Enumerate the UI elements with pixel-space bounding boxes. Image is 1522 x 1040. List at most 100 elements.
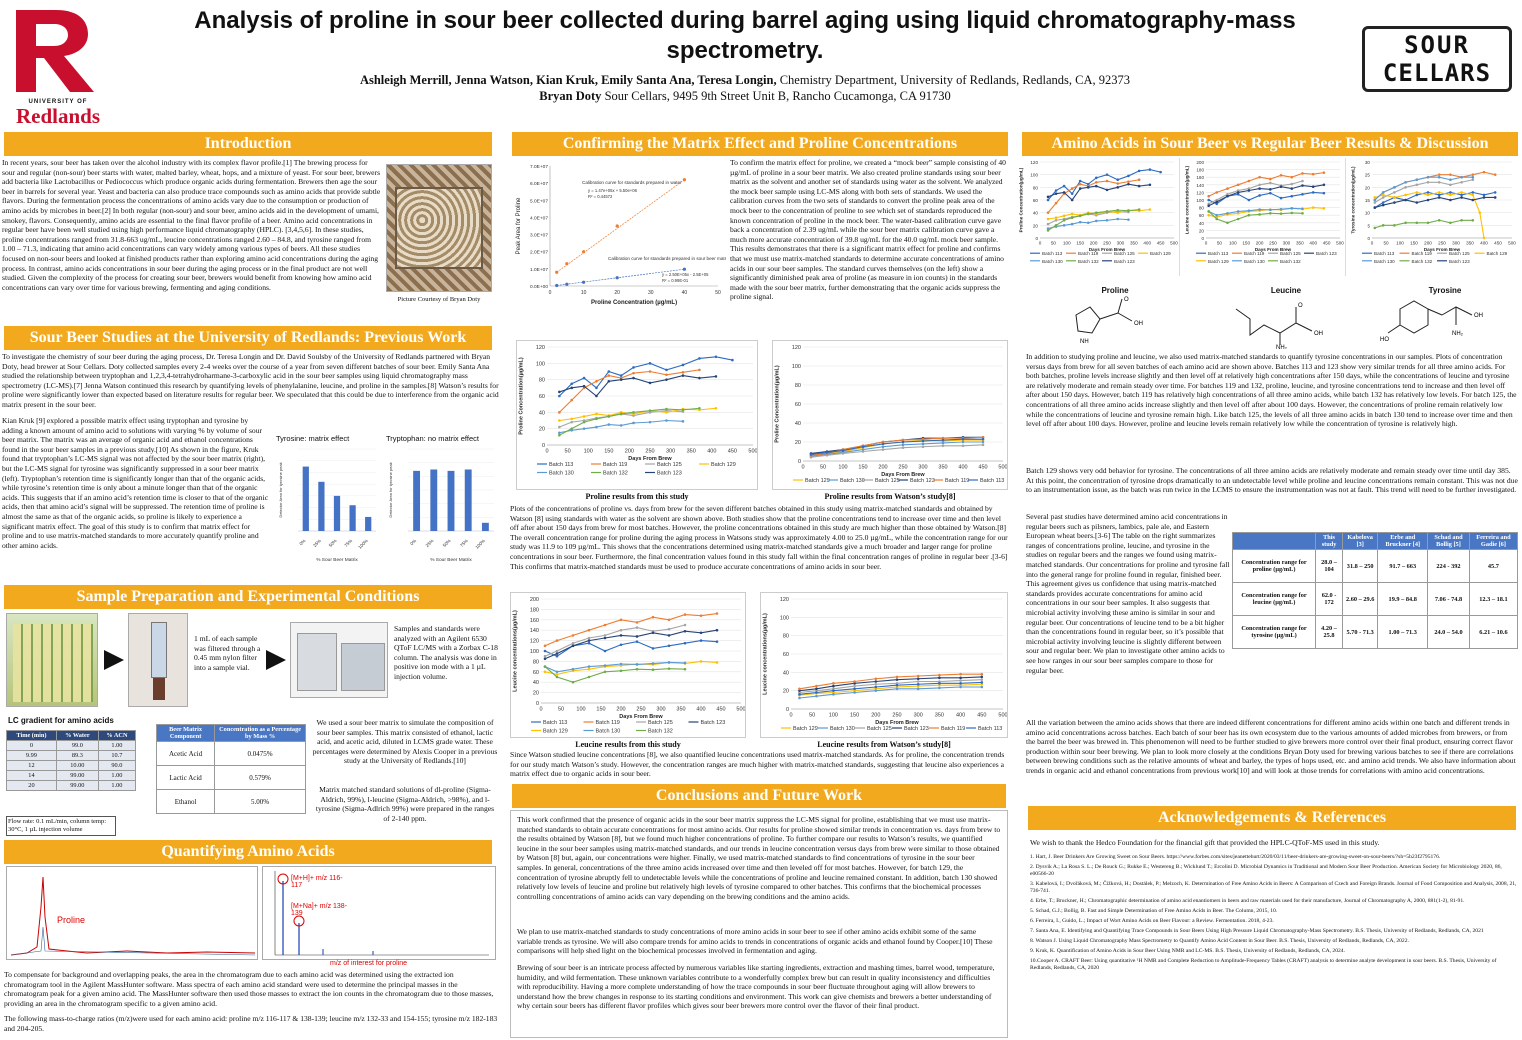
data-point	[1381, 196, 1385, 199]
data-point	[603, 649, 607, 653]
data-point	[938, 686, 941, 690]
reference-item: 4. Erbe, T.; Bruckner, H.; Chromatograph…	[1030, 898, 1465, 904]
data-point	[1046, 211, 1050, 214]
legend-label: Batch 129	[805, 478, 830, 484]
x-tick-label: 400	[1143, 241, 1151, 246]
data-point	[1116, 217, 1120, 221]
data-point	[667, 661, 671, 664]
data-point	[1437, 180, 1441, 184]
y-tick-label: 120	[1030, 160, 1038, 165]
data-point	[682, 178, 686, 182]
data-point	[1460, 196, 1463, 199]
data-point	[861, 445, 865, 449]
data-point	[1137, 169, 1141, 173]
data-point	[1258, 194, 1261, 197]
table-row: 20 99.00 1.00	[6, 780, 137, 791]
calibration-svg: 7.0E+07 6.0E+07 5.0E+07 4.0E+07 3.0E+07 2.0E+…	[516, 164, 730, 306]
data-point	[698, 368, 701, 372]
table-cell: 20	[6, 780, 57, 791]
x-tick-label: 30	[648, 290, 654, 296]
author-names: Ashleigh Merrill, Jenna Watson, Kian Kru…	[359, 73, 777, 87]
data-point	[570, 420, 574, 424]
data-point	[555, 652, 559, 655]
data-point	[881, 448, 885, 451]
data-point	[895, 687, 899, 691]
data-point	[731, 358, 734, 362]
series-line	[799, 673, 982, 690]
data-point	[959, 676, 962, 680]
data-point	[916, 677, 920, 681]
data-point	[1471, 191, 1475, 194]
data-point	[558, 425, 561, 429]
x-tick-label: 0	[1039, 241, 1042, 246]
y-tick-label: 40	[795, 421, 801, 427]
x-tick-label: 250	[898, 465, 907, 471]
data-point	[635, 663, 639, 666]
bar	[464, 469, 472, 531]
legend-label: Batch 113	[549, 462, 573, 468]
data-point	[1062, 191, 1066, 194]
y-tick-label: 0.0E+00	[530, 284, 548, 290]
leucine-text: Since Watson studied leucine concentrati…	[510, 750, 1005, 779]
proline-structure: Proline O OH NH	[1060, 286, 1170, 350]
data-point	[1148, 183, 1152, 187]
series-line	[559, 419, 683, 434]
data-point	[1054, 192, 1058, 195]
data-point	[832, 689, 835, 692]
x-tick-label: 50	[715, 290, 721, 296]
x-tick-label: 350	[938, 465, 947, 471]
data-point	[881, 445, 885, 449]
data-point	[558, 411, 561, 414]
legend-label: Batch 119	[603, 462, 627, 468]
y-axis-label: Proline Concentration(µg/mL)	[1019, 167, 1024, 232]
y-tick-label: 15	[1365, 198, 1371, 203]
series-line	[544, 660, 718, 675]
data-point	[815, 684, 818, 688]
data-point	[1137, 208, 1141, 211]
data-point	[1373, 206, 1377, 209]
table-header-cell: Kabelova [3]	[1342, 532, 1379, 550]
x-tick-label: 300	[666, 449, 675, 455]
data-point	[921, 439, 925, 443]
x-axis-label: Days From Brew	[875, 720, 919, 726]
bar	[333, 495, 341, 531]
series-line	[544, 613, 718, 647]
x-tick-label: 400	[1309, 241, 1317, 246]
data-point	[615, 224, 619, 228]
data-point	[587, 665, 591, 668]
data-point	[543, 665, 547, 668]
reference-item: 1. Hart, J. Beer Drinkers Are Growing Sw…	[1030, 854, 1441, 860]
table-header-cell: This study	[1315, 532, 1344, 550]
x-tick-label: 500	[998, 713, 1007, 719]
mass-spectrum-svg	[274, 871, 489, 956]
data-point	[1482, 196, 1486, 199]
series-line	[544, 624, 686, 657]
data-point	[1070, 222, 1074, 226]
bar	[430, 469, 438, 531]
data-point	[921, 437, 925, 441]
spectrum-mh-label: [M+H]+ m/z 116-117	[291, 875, 343, 889]
table-header-cell: Concentration as a Percentage by Mass %	[214, 724, 306, 742]
series-line	[1374, 176, 1473, 201]
data-point	[555, 283, 559, 288]
conclusion-text-2: We plan to use matrix-matched standards …	[517, 927, 993, 956]
data-point	[916, 682, 920, 686]
y-tick-label: 200	[1196, 160, 1204, 165]
data-point	[1393, 191, 1396, 194]
data-point	[1247, 179, 1251, 183]
data-point	[1148, 168, 1152, 171]
data-point	[1094, 180, 1098, 184]
data-point	[1471, 175, 1475, 179]
data-point	[715, 628, 719, 632]
data-point	[1460, 180, 1463, 184]
data-point	[1415, 191, 1419, 194]
legend-label: Batch 130	[1244, 259, 1265, 264]
y-tick-label: 80	[1199, 206, 1205, 211]
x-tick-label: 250	[1438, 241, 1446, 246]
data-point	[841, 452, 845, 455]
previous-text-1: To investigate the chemistry of sour bee…	[2, 352, 499, 409]
data-point	[1269, 181, 1272, 185]
table-cell: 2.60 – 29.6	[1342, 582, 1379, 616]
y-tick-label: 40	[533, 680, 539, 686]
data-point	[635, 667, 639, 671]
